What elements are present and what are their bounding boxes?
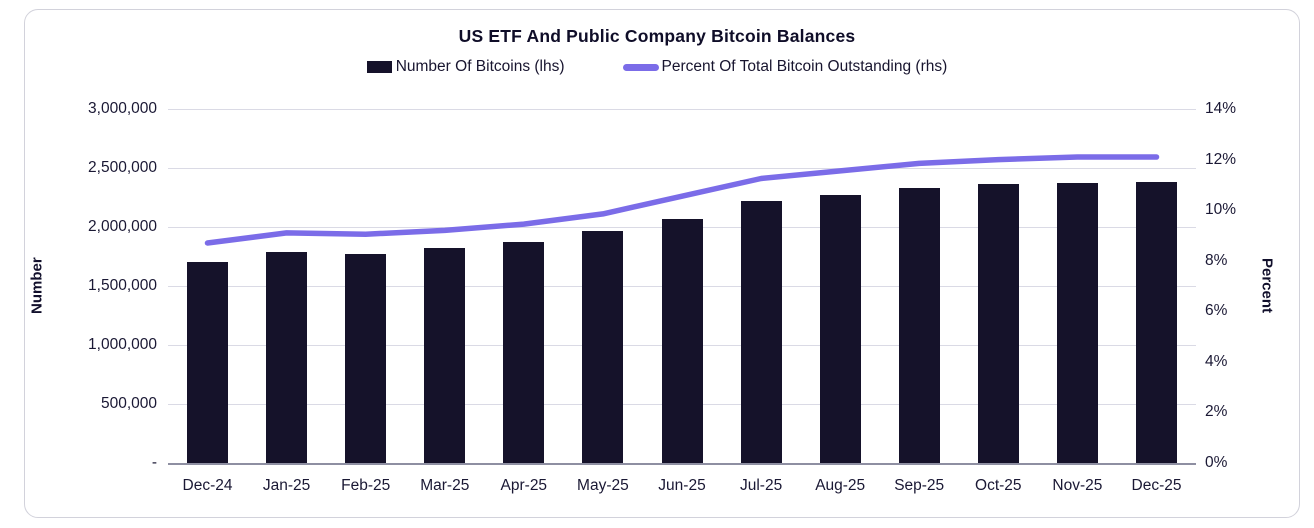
right-axis-title: Percent — [1258, 258, 1276, 314]
bar-Feb-25 — [345, 254, 387, 463]
right-axis-tick-label: 12% — [1205, 150, 1237, 168]
bar-Oct-25 — [977, 183, 1019, 463]
left-axis-tick-label: 1,500,000 — [88, 277, 157, 294]
left-axis-tick-label: 2,500,000 — [88, 159, 157, 176]
legend-bar-swatch-icon — [366, 61, 392, 73]
bar-Dec-24 — [187, 261, 228, 463]
legend-item-percent: Percent Of Total Bitcoin Outstanding (rh… — [622, 58, 948, 76]
right-axis-tick-label: 4% — [1205, 352, 1228, 370]
right-axis-tick-label: 0% — [1205, 454, 1228, 471]
x-axis-label: Jan-25 — [262, 477, 311, 494]
x-axis-label: Jul-25 — [739, 477, 783, 494]
x-axis-label: Aug-25 — [815, 477, 866, 494]
bar-Nov-25 — [1056, 182, 1098, 464]
x-axis-label: Nov-25 — [1052, 477, 1103, 494]
right-axis-tick-label: 10% — [1205, 201, 1237, 219]
x-axis-label: May-25 — [577, 477, 629, 494]
bar-Jan-25 — [266, 252, 308, 463]
bar-Aug-25 — [819, 195, 861, 463]
right-axis-tick-label: 14% — [1205, 100, 1237, 117]
legend-item-bitcoins: Number Of Bitcoins (lhs) — [366, 58, 565, 76]
x-axis-label: Sep-25 — [894, 477, 945, 494]
chart-title: US ETF And Public Company Bitcoin Balanc… — [458, 26, 856, 46]
left-axis-tick-label: - — [151, 454, 157, 471]
bar-Jun-25 — [661, 218, 703, 463]
right-axis-tick-label: 6% — [1205, 302, 1228, 320]
gridline — [168, 168, 1196, 169]
bar-Jul-25 — [740, 201, 782, 463]
left-axis-tick-label: 1,000,000 — [88, 336, 157, 353]
bar-Apr-25 — [503, 242, 545, 463]
x-axis-label: Dec-25 — [1131, 477, 1182, 494]
gridline — [168, 109, 1196, 110]
bar-May-25 — [582, 231, 624, 463]
legend-line-label: Percent Of Total Bitcoin Outstanding (rh… — [661, 58, 948, 75]
x-axis-label: Apr-25 — [500, 477, 548, 494]
left-axis-tick-label: 500,000 — [100, 395, 157, 412]
legend-line-swatch-icon — [622, 63, 659, 71]
x-axis-label: Oct-25 — [975, 477, 1022, 494]
x-axis-label: Dec-24 — [182, 477, 233, 494]
left-axis-tick-label: 2,000,000 — [88, 218, 157, 235]
bar-Mar-25 — [424, 248, 466, 463]
x-axis-label: Jun-25 — [658, 477, 706, 494]
x-axis-label: Mar-25 — [420, 477, 470, 494]
bar-Dec-25 — [1136, 181, 1177, 463]
legend-bar-label: Number Of Bitcoins (lhs) — [395, 58, 565, 75]
left-axis-tick-label: 3,000,000 — [88, 100, 157, 117]
bar-Sep-25 — [898, 188, 940, 463]
legend: Number Of Bitcoins (lhs) Percent Of Tota… — [0, 58, 1314, 76]
x-axis-label: Feb-25 — [341, 477, 391, 494]
right-axis-tick-label: 8% — [1205, 251, 1228, 269]
right-axis-tick-label: 2% — [1205, 403, 1228, 421]
x-axis-line — [168, 463, 1196, 465]
